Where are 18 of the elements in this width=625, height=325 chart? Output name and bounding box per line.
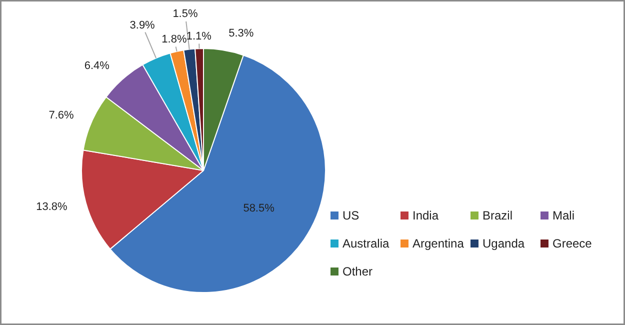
- data-label: 5.3%: [228, 27, 254, 40]
- legend-label: Brazil: [482, 208, 513, 222]
- data-label: 58.5%: [243, 202, 275, 215]
- legend-label: US: [342, 208, 360, 222]
- legend-label: Greece: [552, 236, 592, 250]
- legend-label: Uganda: [482, 236, 525, 250]
- legend-label: Mali: [552, 208, 575, 222]
- legend-label: Argentina: [412, 236, 464, 250]
- data-label: 1.1%: [186, 30, 212, 42]
- legend-label: India: [412, 208, 439, 222]
- data-label: 1.8%: [162, 34, 187, 46]
- data-label: 3.9%: [130, 20, 156, 32]
- data-label: 6.4%: [84, 60, 110, 72]
- data-label: 7.6%: [48, 109, 74, 122]
- legend-label: Australia: [342, 236, 390, 250]
- data-label: 13.8%: [36, 201, 68, 214]
- legend-label: Other: [342, 264, 373, 278]
- data-label: 1.5%: [172, 8, 198, 20]
